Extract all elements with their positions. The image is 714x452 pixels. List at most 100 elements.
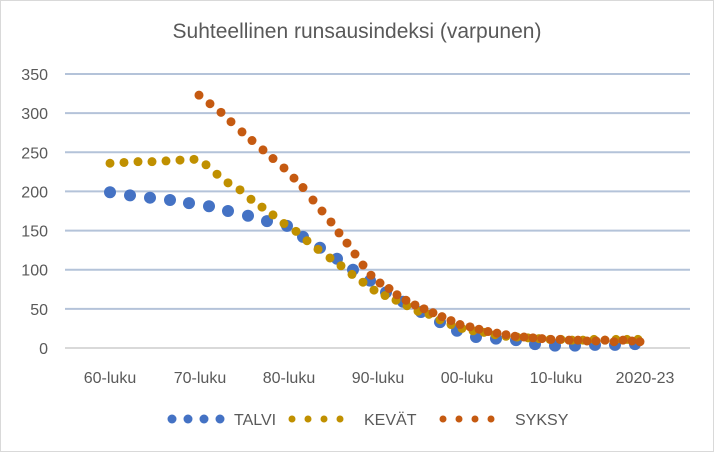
legend-marker-icon <box>167 414 177 424</box>
data-point <box>189 154 199 164</box>
data-point <box>428 308 438 318</box>
y-tick-label: 350 <box>21 67 48 84</box>
data-point <box>222 205 234 217</box>
legend-label: TALVI <box>234 412 276 429</box>
legend-marker-icon <box>304 415 312 423</box>
data-point <box>203 200 215 213</box>
data-point <box>317 206 327 216</box>
data-point <box>474 324 484 334</box>
legend-item-kevät: KEVÄT <box>288 411 417 429</box>
legend: TALVI KEVÄT SYKSY <box>167 411 569 429</box>
legend-label: KEVÄT <box>364 411 417 429</box>
y-tick-label: 300 <box>21 106 48 123</box>
data-point <box>627 336 637 346</box>
data-point <box>183 197 195 210</box>
data-point <box>366 270 376 280</box>
data-point <box>175 155 185 165</box>
data-point <box>342 238 352 248</box>
data-point <box>465 322 475 332</box>
legend-marker-icon <box>288 415 296 423</box>
data-point <box>247 136 257 146</box>
legend-label: SYKSY <box>515 412 569 429</box>
y-tick-label: 250 <box>21 145 48 162</box>
data-point <box>437 312 447 322</box>
data-point <box>609 337 619 347</box>
data-point <box>528 333 538 343</box>
data-point <box>164 194 176 207</box>
data-point <box>257 202 267 212</box>
data-series <box>104 90 645 352</box>
legend-marker-icon <box>320 415 328 423</box>
data-point <box>564 335 574 345</box>
data-point <box>519 332 529 342</box>
y-tick-label: 200 <box>21 184 48 201</box>
legend-marker-icon <box>199 414 209 424</box>
data-point <box>618 335 628 345</box>
data-point <box>573 335 583 345</box>
x-tick-label: 60-luku <box>84 370 136 387</box>
data-point <box>483 327 493 337</box>
x-tick-label: 80-luku <box>263 370 315 387</box>
data-point <box>347 269 357 279</box>
y-tick-label: 150 <box>21 224 48 241</box>
data-point <box>325 253 335 263</box>
data-point <box>144 191 156 204</box>
data-point <box>455 320 465 330</box>
data-point <box>124 189 136 202</box>
legend-item-talvi: TALVI <box>167 412 276 429</box>
y-tick-label: 100 <box>21 263 48 280</box>
y-axis-ticks: 0 50 100 150 200 250 300 350 <box>21 67 48 358</box>
legend-marker-icon <box>455 415 463 423</box>
data-point <box>308 195 318 205</box>
data-point <box>223 178 233 188</box>
data-point <box>216 107 226 117</box>
legend-marker-icon <box>439 415 447 423</box>
legend-marker-icon <box>336 415 344 423</box>
y-tick-label: 50 <box>30 302 48 319</box>
data-point <box>375 278 385 288</box>
legend-marker-icon <box>183 414 193 424</box>
data-point <box>384 284 394 294</box>
data-point <box>419 304 429 314</box>
data-point <box>279 219 289 229</box>
data-point <box>546 334 556 344</box>
data-point <box>268 154 278 164</box>
data-point <box>537 334 547 344</box>
series-kevät <box>105 154 643 345</box>
data-point <box>591 336 601 346</box>
data-point <box>226 117 236 127</box>
data-point <box>401 295 411 305</box>
data-point <box>492 328 502 338</box>
legend-marker-icon <box>487 415 495 423</box>
data-point <box>258 145 268 155</box>
data-point <box>555 334 565 344</box>
data-point <box>380 291 390 301</box>
data-point <box>289 173 299 183</box>
chart-title: Suhteellinen runsausindeksi (varpunen) <box>172 20 542 43</box>
data-point <box>212 169 222 179</box>
x-axis-ticks: 60-luku 70-luku 80-luku 90-luku 00-luku 10-lu… <box>84 370 675 387</box>
data-point <box>298 183 308 193</box>
data-point <box>410 300 420 310</box>
data-point <box>105 158 115 168</box>
series-syksy <box>194 90 645 347</box>
data-point <box>635 337 645 347</box>
data-point <box>119 157 129 167</box>
data-point <box>279 163 289 173</box>
data-point <box>291 226 301 236</box>
data-point <box>237 127 247 137</box>
data-point <box>194 90 204 100</box>
data-point <box>147 157 157 167</box>
data-point <box>358 277 368 287</box>
data-point <box>161 156 171 166</box>
data-point <box>104 186 116 199</box>
data-point <box>242 209 254 222</box>
x-tick-label: 2020-23 <box>616 370 675 387</box>
gridlines <box>65 73 690 349</box>
x-tick-label: 00-luku <box>441 370 493 387</box>
data-point <box>446 316 456 326</box>
data-point <box>133 157 143 167</box>
data-point <box>600 335 610 345</box>
